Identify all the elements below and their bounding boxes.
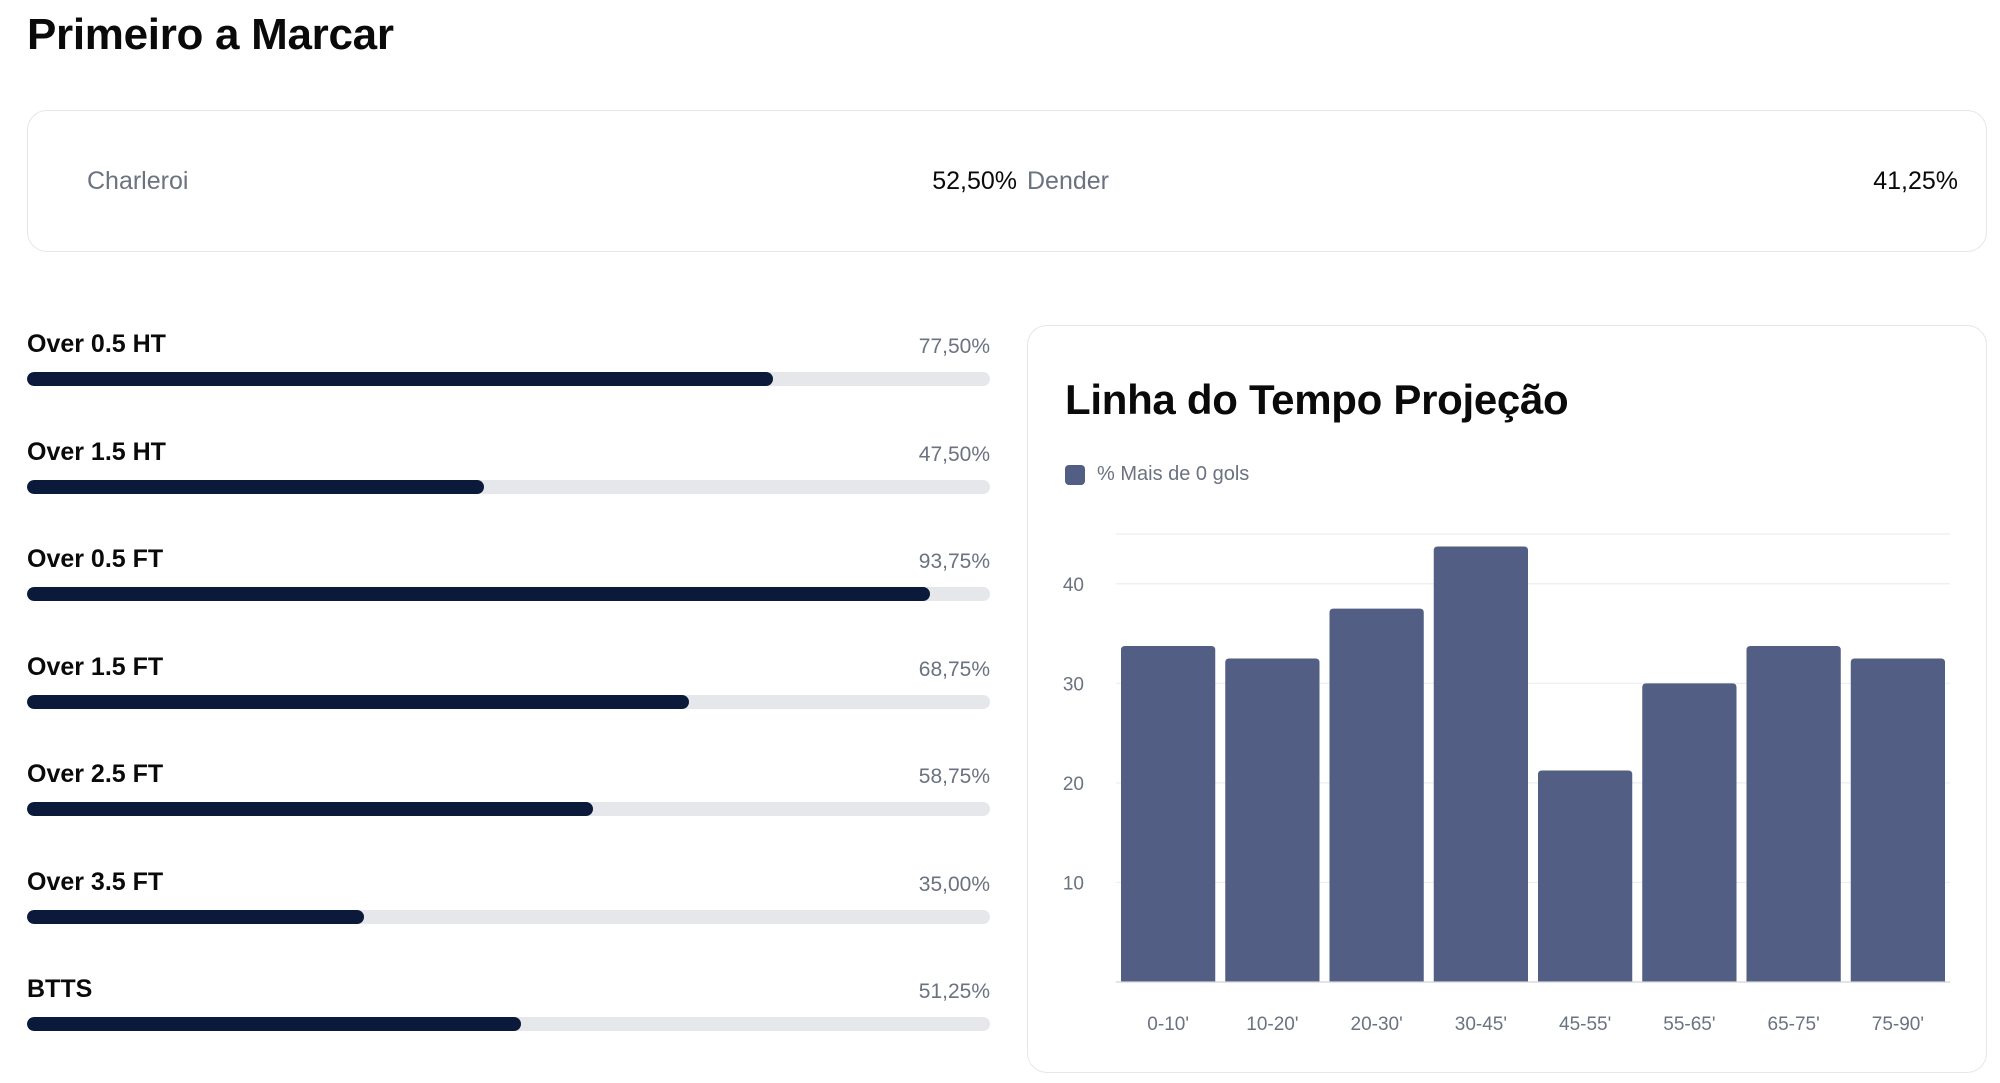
x-tick-label: 10-20': [1246, 1014, 1298, 1035]
page-title: Primeiro a Marcar: [27, 10, 394, 59]
bar-chart: 10 20 30 40 0-10' 10-20' 20-30' 30-45' 45-55' 55-…: [1063, 533, 1950, 1035]
team-name: Charleroi: [87, 166, 189, 195]
y-tick-label: 30: [1063, 674, 1084, 695]
legend-swatch: [1065, 464, 1085, 485]
x-tick-label: 0-10': [1147, 1014, 1189, 1035]
stat-item: Over 3.5 FT 35,00%: [27, 863, 990, 971]
stat-item: Over 0.5 HT 77,50%: [27, 325, 990, 433]
progress-track: [27, 479, 990, 494]
stat-value: 68,75%: [918, 657, 990, 681]
progress-fill: [27, 694, 690, 709]
stat-label: BTTS: [27, 975, 93, 1003]
x-tick-label: 20-30': [1351, 1014, 1403, 1035]
bar[interactable]: [1225, 658, 1320, 982]
chart-legend[interactable]: % Mais de 0 gols: [1065, 463, 1249, 486]
team-name: Dender: [1027, 166, 1109, 195]
stat-item: BTTS 51,25%: [27, 970, 990, 1078]
x-tick-label: 45-55': [1559, 1014, 1611, 1035]
stat-label: Over 3.5 FT: [27, 867, 164, 896]
progress-fill: [27, 372, 774, 386]
stat-value: 77,50%: [918, 335, 990, 358]
progress-fill: [27, 802, 593, 816]
stat-item: Over 1.5 HT 47,50%: [27, 433, 990, 541]
stat-value: 47,50%: [918, 442, 990, 466]
stat-item: Over 2.5 FT 58,75%: [27, 755, 990, 863]
x-tick-label: 30-45': [1455, 1014, 1507, 1035]
stat-value: 35,00%: [918, 872, 990, 896]
bar[interactable]: [1642, 683, 1737, 982]
stats-list: Over 0.5 HT 77,50% Over 1.5 HT 47,50% Ov…: [27, 325, 990, 1078]
bar[interactable]: [1538, 770, 1633, 982]
bar[interactable]: [1850, 658, 1945, 982]
team-percentage: 52,50%: [932, 166, 1017, 195]
progress-track: [27, 802, 990, 816]
team-row-home: Charleroi 52,50%: [87, 111, 1017, 251]
progress-track: [27, 909, 990, 924]
progress-track: [27, 587, 990, 601]
stat-item: Over 1.5 FT 68,75%: [27, 648, 990, 756]
chart-title: Linha do Tempo Projeção: [1065, 376, 1569, 423]
bar[interactable]: [1121, 646, 1216, 982]
stat-label: Over 2.5 FT: [27, 760, 164, 788]
progress-fill: [27, 909, 365, 924]
stat-value: 51,25%: [918, 980, 990, 1003]
stat-label: Over 1.5 HT: [27, 437, 166, 466]
team-percentage: 41,25%: [1873, 166, 1958, 195]
legend-label: % Mais de 0 gols: [1097, 463, 1250, 485]
progress-fill: [27, 1017, 521, 1031]
y-tick-label: 10: [1063, 873, 1084, 894]
stat-label: Over 0.5 FT: [27, 545, 164, 573]
x-tick-label: 75-90': [1872, 1014, 1924, 1035]
stat-label: Over 0.5 HT: [27, 330, 166, 358]
progress-fill: [27, 479, 485, 494]
x-tick-label: 55-65': [1663, 1014, 1715, 1035]
timeline-chart-card: Linha do Tempo Projeção % Mais de 0 gols…: [1027, 325, 1987, 1073]
progress-track: [27, 694, 990, 709]
y-tick-label: 20: [1063, 774, 1084, 795]
progress-track: [27, 1017, 990, 1031]
stat-label: Over 1.5 FT: [27, 652, 164, 681]
stat-value: 58,75%: [918, 765, 990, 788]
progress-fill: [27, 587, 930, 601]
stat-value: 93,75%: [918, 550, 990, 573]
bar[interactable]: [1746, 646, 1841, 982]
progress-track: [27, 372, 990, 386]
x-tick-label: 65-75': [1768, 1014, 1820, 1035]
bar[interactable]: [1433, 546, 1528, 982]
stat-item: Over 0.5 FT 93,75%: [27, 540, 990, 648]
first-to-score-card: Charleroi 52,50% Dender 41,25%: [27, 110, 1987, 252]
bar[interactable]: [1329, 608, 1424, 982]
team-row-away: Dender 41,25%: [1027, 111, 1958, 251]
y-tick-label: 40: [1063, 575, 1084, 596]
